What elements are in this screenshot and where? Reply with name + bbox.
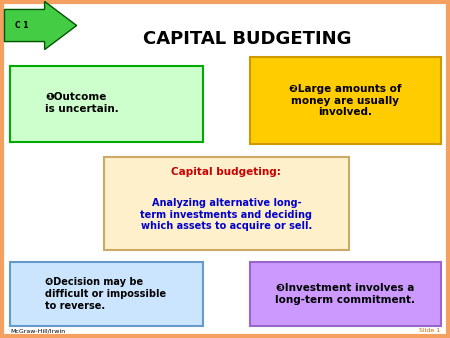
Text: Slide 1: Slide 1 xyxy=(419,328,440,333)
Text: CAPITAL BUDGETING: CAPITAL BUDGETING xyxy=(143,30,352,48)
Text: ❷Large amounts of
money are usually
involved.: ❷Large amounts of money are usually invo… xyxy=(289,84,401,117)
Text: McGraw-Hill/Irwin: McGraw-Hill/Irwin xyxy=(10,328,65,333)
FancyBboxPatch shape xyxy=(250,57,441,144)
FancyBboxPatch shape xyxy=(2,2,448,336)
Text: Analyzing alternative long-
term investments and deciding
which assets to acquir: Analyzing alternative long- term investm… xyxy=(140,198,312,231)
Text: ❸Investment involves a
long-term commitment.: ❸Investment involves a long-term commitm… xyxy=(275,283,415,305)
Text: Capital budgeting:: Capital budgeting: xyxy=(171,167,281,177)
FancyBboxPatch shape xyxy=(4,1,76,50)
Text: ❶Outcome
is uncertain.: ❶Outcome is uncertain. xyxy=(45,92,119,114)
Text: C 1: C 1 xyxy=(15,21,28,30)
FancyBboxPatch shape xyxy=(250,262,441,326)
Text: ❹Decision may be
difficult or impossible
to reverse.: ❹Decision may be difficult or impossible… xyxy=(45,277,166,311)
FancyBboxPatch shape xyxy=(10,66,203,142)
FancyBboxPatch shape xyxy=(10,262,203,326)
FancyBboxPatch shape xyxy=(104,157,349,250)
